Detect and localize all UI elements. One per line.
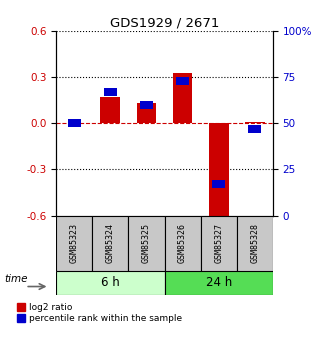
- Text: GSM85323: GSM85323: [70, 223, 79, 263]
- Text: time: time: [4, 274, 28, 284]
- Text: GSM85326: GSM85326: [178, 223, 187, 263]
- Bar: [173, 72, 193, 124]
- Bar: [248, 125, 261, 133]
- Bar: [100, 97, 120, 124]
- Text: GSM85325: GSM85325: [142, 223, 151, 263]
- Text: 6 h: 6 h: [101, 276, 120, 289]
- Text: 24 h: 24 h: [205, 276, 232, 289]
- Bar: [164, 271, 273, 295]
- Bar: [128, 216, 164, 271]
- Bar: [56, 271, 164, 295]
- Text: GSM85328: GSM85328: [250, 223, 259, 263]
- Bar: [140, 101, 153, 109]
- Bar: [164, 216, 201, 271]
- Bar: [176, 77, 189, 85]
- Bar: [209, 124, 229, 219]
- Bar: [56, 216, 92, 271]
- Title: GDS1929 / 2671: GDS1929 / 2671: [110, 17, 219, 30]
- Bar: [237, 216, 273, 271]
- Bar: [245, 122, 265, 124]
- Bar: [68, 119, 81, 127]
- Bar: [104, 88, 117, 96]
- Bar: [213, 180, 225, 188]
- Text: GSM85324: GSM85324: [106, 223, 115, 263]
- Bar: [201, 216, 237, 271]
- Bar: [136, 104, 156, 124]
- Legend: log2 ratio, percentile rank within the sample: log2 ratio, percentile rank within the s…: [17, 303, 182, 323]
- Text: GSM85327: GSM85327: [214, 223, 223, 263]
- Bar: [92, 216, 128, 271]
